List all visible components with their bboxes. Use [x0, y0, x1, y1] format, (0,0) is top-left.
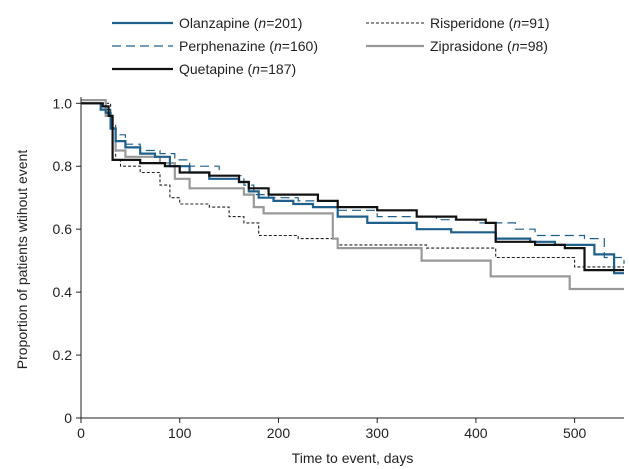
legend-label-olanzapine: Olanzapine (n=201)	[179, 15, 302, 31]
series-line-ziprasidone	[81, 99, 624, 291]
legend-series-name: Ziprasidone	[430, 38, 503, 54]
series-line-quetapine	[81, 102, 624, 272]
x-tick-label: 100	[168, 425, 192, 441]
legend-label-perphenazine: Perphenazine (n=160)	[179, 38, 318, 54]
legend-paren-open: (	[265, 38, 274, 54]
series-layer	[81, 99, 625, 291]
series-line-olanzapine	[81, 102, 624, 275]
legend-paren-close: )	[292, 61, 297, 77]
legend-label-quetapine: Quetapine (n=187)	[179, 61, 296, 77]
x-ticks: 0 100 200 300 400 500	[77, 418, 587, 441]
legend-paren-close: )	[298, 15, 303, 31]
legend-paren-open: (	[503, 38, 512, 54]
legend-label-risperidone: Risperidone (n=91)	[430, 15, 550, 31]
legend-n-value: =98	[520, 38, 544, 54]
series-line-perphenazine	[81, 102, 625, 264]
legend-paren-open: (	[250, 15, 259, 31]
x-tick-label: 300	[366, 425, 390, 441]
axes	[80, 97, 624, 419]
legend-n-value: =160	[282, 38, 314, 54]
legend-series-name: Olanzapine	[179, 15, 250, 31]
legend-n-label: n	[258, 15, 266, 31]
y-axis-title: Proportion of patients wtihout event	[14, 150, 30, 370]
x-axis-title: Time to event, days	[292, 450, 414, 466]
legend-paren-close: )	[313, 38, 318, 54]
y-tick-label: 0.8	[53, 158, 73, 174]
y-tick-label: 0	[64, 410, 72, 426]
x-tick-label: 400	[464, 425, 488, 441]
y-tick-label: 0.6	[53, 221, 73, 237]
y-tick-label: 1.0	[53, 95, 73, 111]
y-tick-label: 0.2	[53, 347, 73, 363]
legend-n-label: n	[252, 61, 260, 77]
x-tick-label: 0	[77, 425, 85, 441]
legend-paren-close: )	[543, 38, 548, 54]
legend-paren-open: (	[505, 15, 514, 31]
legend-series-name: Perphenazine	[179, 38, 266, 54]
legend-paren-open: (	[244, 61, 253, 77]
legend-paren-close: )	[545, 15, 550, 31]
legend-n-value: =201	[266, 15, 298, 31]
legend-n-value: =187	[260, 61, 292, 77]
legend: Olanzapine (n=201)Perphenazine (n=160)Ri…	[112, 15, 550, 77]
legend-label-ziprasidone: Ziprasidone (n=98)	[430, 38, 548, 54]
legend-n-label: n	[274, 38, 282, 54]
x-tick-label: 500	[563, 425, 587, 441]
legend-n-value: =91	[521, 15, 545, 31]
legend-n-label: n	[513, 15, 521, 31]
y-ticks: 0 0.2 0.4 0.6 0.8 1.0	[53, 95, 81, 426]
y-tick-label: 0.4	[53, 284, 73, 300]
series-line-risperidone	[81, 102, 624, 268]
x-tick-label: 200	[267, 425, 291, 441]
legend-series-name: Quetapine	[179, 61, 244, 77]
legend-series-name: Risperidone	[430, 15, 505, 31]
legend-n-label: n	[512, 38, 520, 54]
